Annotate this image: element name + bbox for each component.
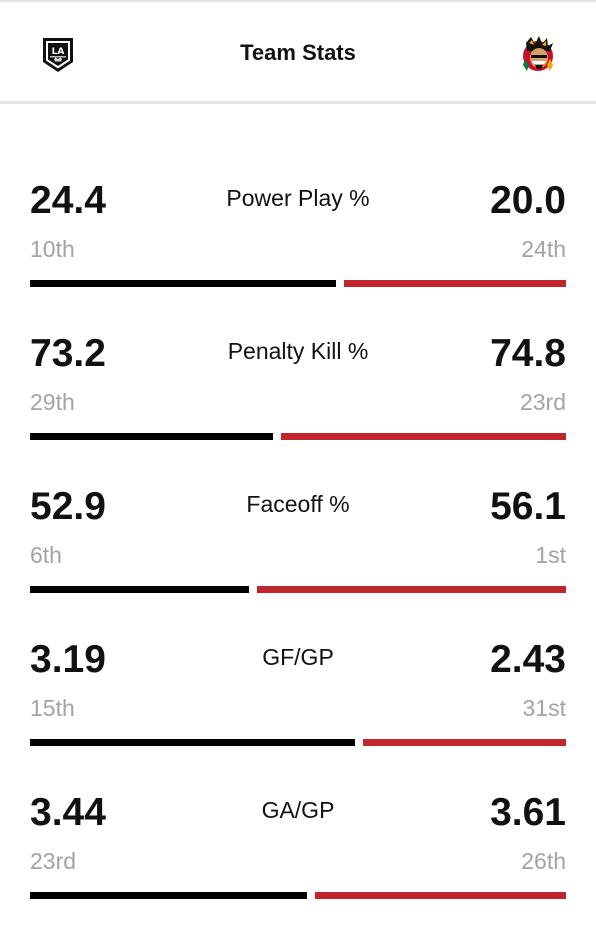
stat-faceoff: 52.9 Faceoff % 56.1 6th 1st <box>30 411 566 593</box>
away-rank: 31st <box>522 695 566 721</box>
stat-power-play: 24.4 Power Play % 20.0 10th 24th <box>30 105 566 287</box>
la-kings-logo: LA <box>43 38 73 72</box>
away-rank: 23rd <box>519 389 566 415</box>
away-value: 56.1 <box>490 485 566 528</box>
home-rank: 6th <box>30 542 62 568</box>
away-value: 2.43 <box>490 638 566 681</box>
home-rank: 29th <box>30 389 75 415</box>
home-value: 3.44 <box>30 791 106 834</box>
away-rank: 26th <box>521 848 566 874</box>
stat-penalty-kill: 73.2 Penalty Kill % 74.8 29th 23rd <box>30 258 566 440</box>
home-value: 24.4 <box>30 179 106 222</box>
stat-label: GA/GP <box>261 797 335 823</box>
away-bar <box>363 739 566 746</box>
stat-label: GF/GP <box>262 644 334 670</box>
away-value: 20.0 <box>490 179 566 222</box>
away-bar <box>281 433 566 440</box>
stat-ga-gp: 3.44 GA/GP 3.61 23rd 26th <box>30 717 566 899</box>
home-rank: 23rd <box>30 848 77 874</box>
home-bar <box>30 586 249 593</box>
page-title: Team Stats <box>240 40 356 65</box>
home-bar <box>30 739 355 746</box>
team-stats-header: LA Team Stats <box>0 2 596 104</box>
home-bar <box>30 433 273 440</box>
home-rank: 10th <box>30 236 75 262</box>
stat-gf-gp: 3.19 GF/GP 2.43 15th 31st <box>30 564 566 746</box>
home-rank: 15th <box>30 695 75 721</box>
away-rank: 24th <box>521 236 566 262</box>
svg-text:LA: LA <box>52 47 65 57</box>
away-value: 74.8 <box>490 332 566 375</box>
stat-label: Penalty Kill % <box>227 338 369 364</box>
stat-label: Power Play % <box>226 185 370 211</box>
away-value: 3.61 <box>490 791 566 834</box>
top-divider <box>0 0 596 2</box>
away-rank: 1st <box>535 542 566 568</box>
home-bar <box>30 280 336 287</box>
away-bar <box>315 892 566 899</box>
home-value: 52.9 <box>30 485 106 528</box>
away-bar <box>257 586 566 593</box>
home-bar <box>30 892 307 899</box>
stat-label: Faceoff % <box>246 491 350 517</box>
away-bar <box>344 280 566 287</box>
home-value: 3.19 <box>30 638 106 681</box>
chicago-blackhawks-logo <box>523 36 553 71</box>
home-value: 73.2 <box>30 332 106 375</box>
